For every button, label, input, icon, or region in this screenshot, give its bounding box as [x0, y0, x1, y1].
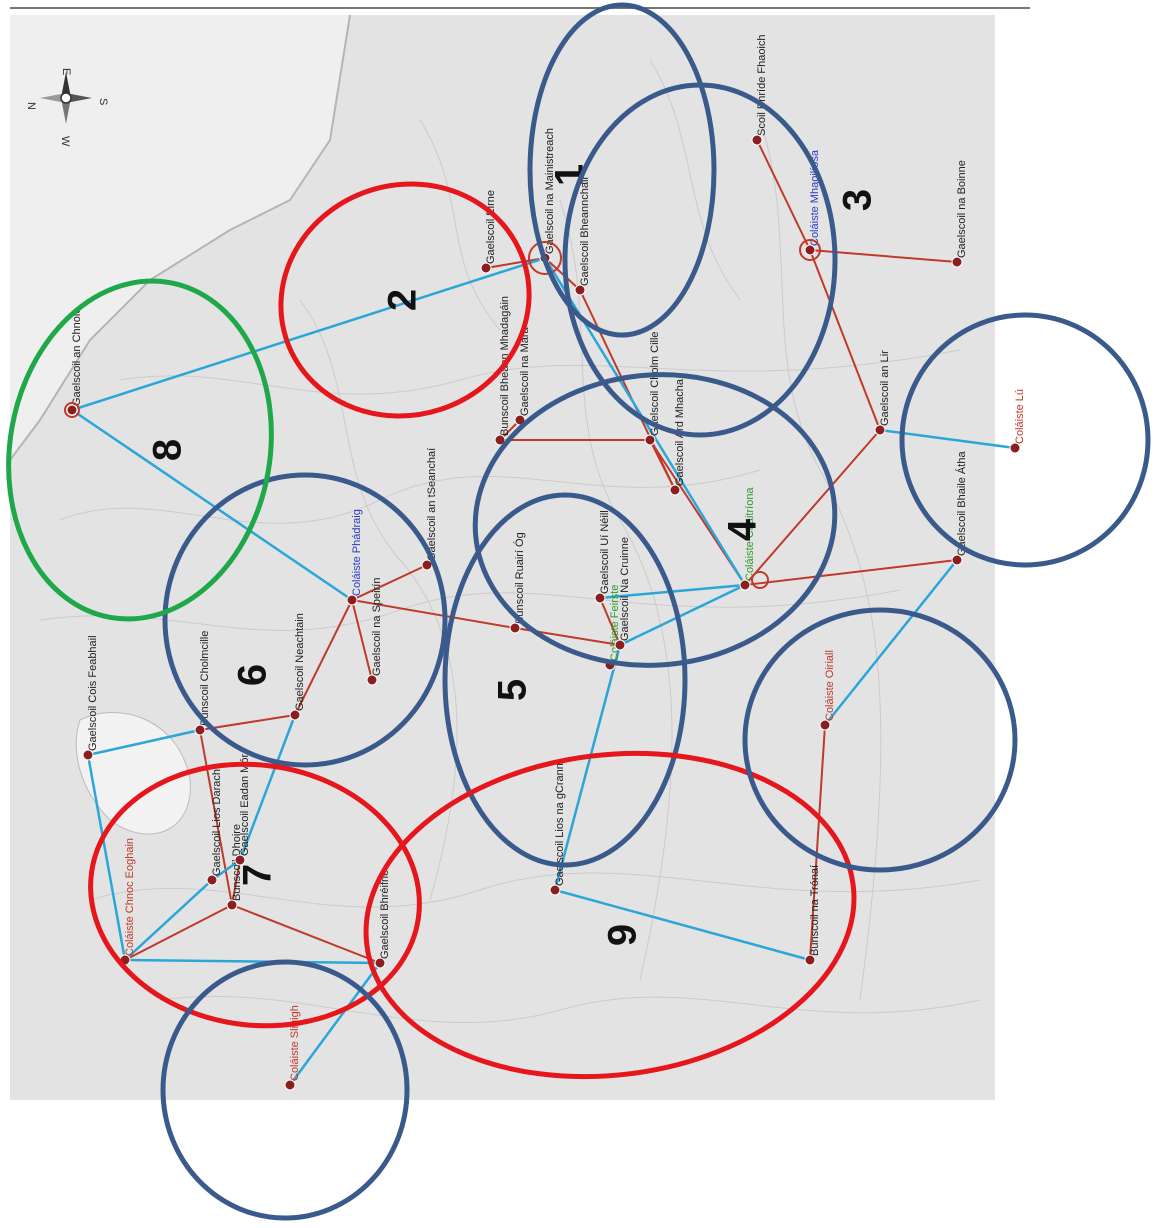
school-node	[820, 720, 830, 730]
school-marker	[285, 1080, 295, 1090]
school-label: Gaelscoil Bhaile Átha	[955, 451, 968, 556]
zone-number: 6	[231, 664, 275, 686]
school-marker	[550, 885, 560, 895]
school-node	[67, 405, 77, 415]
school-label: Coláiste Phádraig	[351, 509, 363, 596]
school-label: Gaelscoil Uí Néill	[599, 510, 611, 594]
school-marker	[235, 855, 245, 865]
compass-center	[61, 93, 71, 103]
school-node	[510, 623, 520, 633]
zone-number: 9	[601, 924, 645, 946]
zone-number: 5	[491, 679, 535, 701]
school-node	[83, 750, 93, 760]
zone-number: 2	[381, 289, 425, 311]
school-marker	[347, 595, 357, 605]
school-node	[375, 958, 385, 968]
school-marker	[227, 900, 237, 910]
zone-number: 3	[836, 189, 880, 211]
school-label: Gaelscoil na Speirín	[371, 578, 383, 676]
school-label: Bunscoil na Trónaí	[809, 865, 821, 956]
school-node	[367, 675, 377, 685]
school-label: Gaelscoil an tSeanchaí	[426, 448, 438, 561]
school-label: Gaelscoil an Chnoic	[71, 308, 83, 406]
school-node	[550, 885, 560, 895]
school-marker	[367, 675, 377, 685]
school-node	[227, 900, 237, 910]
school-label: Gaelscoil Neachtain	[294, 613, 306, 711]
school-node	[575, 285, 585, 295]
school-node	[670, 485, 680, 495]
school-node	[952, 555, 962, 565]
school-node	[195, 725, 205, 735]
school-label: Bunscoil Cholmcille	[199, 631, 211, 726]
school-node	[235, 855, 245, 865]
school-node	[207, 875, 217, 885]
school-label: Gaelscoil Bheannchair	[579, 176, 591, 286]
school-label: Gaelscoil na Mainistreach	[544, 128, 556, 254]
school-label: Gaelscoil Lios Darach	[211, 769, 223, 876]
zone-number: 7	[236, 864, 280, 886]
zone-number: 8	[146, 439, 190, 461]
zone-number: 4	[721, 518, 765, 541]
school-marker	[645, 435, 655, 445]
school-node	[645, 435, 655, 445]
school-marker	[820, 720, 830, 730]
school-node	[805, 955, 815, 965]
school-marker	[481, 263, 491, 273]
school-marker	[670, 485, 680, 495]
school-marker	[952, 555, 962, 565]
school-marker	[805, 245, 815, 255]
school-marker	[290, 710, 300, 720]
school-label: Gaelscoil Eirne	[485, 190, 497, 264]
school-node	[347, 595, 357, 605]
school-marker	[752, 135, 762, 145]
school-label: Gaelscoil Bhréifne	[379, 870, 391, 959]
school-node	[805, 245, 815, 255]
school-node	[740, 580, 750, 590]
school-marker	[952, 257, 962, 267]
school-node	[285, 1080, 295, 1090]
school-node	[615, 640, 625, 650]
school-label: Gaelscoil Cois Feabhail	[87, 635, 99, 751]
school-label: Gaelscoil na Boinne	[956, 160, 968, 258]
school-node	[875, 425, 885, 435]
school-label: Coláiste Lú	[1014, 389, 1026, 444]
school-node	[290, 710, 300, 720]
school-label: Coláiste Oiriall	[824, 650, 836, 721]
school-marker	[375, 958, 385, 968]
school-marker	[1010, 443, 1020, 453]
school-node	[595, 593, 605, 603]
school-marker	[510, 623, 520, 633]
school-label: Gaelscoil Eadan Mór	[239, 754, 251, 856]
compass-south-label: S	[97, 98, 109, 105]
school-marker	[805, 955, 815, 965]
school-marker	[595, 593, 605, 603]
compass-east-label: E	[60, 68, 72, 75]
school-marker	[615, 640, 625, 650]
school-node	[952, 257, 962, 267]
school-marker	[207, 875, 217, 885]
compass-west-label: W	[59, 136, 71, 147]
school-label: Gaelscoil an Lir	[879, 350, 891, 426]
school-marker	[83, 750, 93, 760]
school-label: Gaelscoil Lios na gCrann	[554, 763, 566, 886]
school-label: Scoil Bhríde Fhaoich	[756, 35, 768, 137]
compass-north-label: N	[25, 102, 37, 110]
school-marker	[575, 285, 585, 295]
school-marker	[740, 580, 750, 590]
school-label: Coláiste Chnoc Eoghain	[124, 838, 136, 956]
school-marker	[67, 405, 77, 415]
school-label: Coláiste Sligigh	[289, 1005, 301, 1081]
school-node	[481, 263, 491, 273]
school-node	[752, 135, 762, 145]
school-node	[1010, 443, 1020, 453]
school-marker	[875, 425, 885, 435]
school-label: Bunscoil Ruairí Óg	[513, 532, 526, 624]
school-marker	[195, 725, 205, 735]
